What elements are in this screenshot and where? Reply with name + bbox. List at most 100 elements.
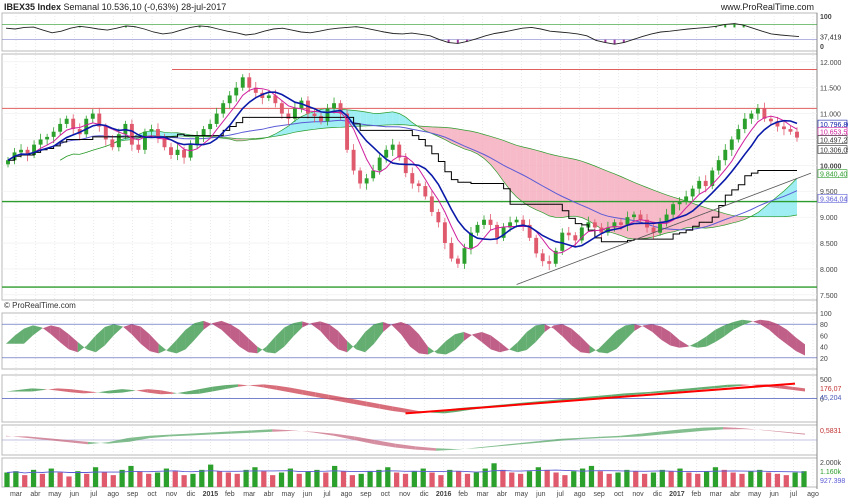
volume-ma-line <box>6 469 805 474</box>
x-tick-label: abr <box>730 491 741 498</box>
candle-up <box>377 157 382 171</box>
stochastic-fill-down <box>571 328 581 353</box>
volume-bar <box>783 475 789 487</box>
kumo-bull-segment <box>164 132 172 137</box>
momentum-fill-down <box>740 384 754 386</box>
oscillator-line <box>5 23 800 45</box>
stochastic-fill-up <box>293 321 303 337</box>
candle-down <box>358 170 363 184</box>
oscillator3-fill-up <box>210 431 232 435</box>
value-tag-label: 10.796,80 <box>820 122 848 129</box>
kumo-bear-segment <box>640 184 648 239</box>
x-tick-label: jun <box>535 491 545 498</box>
stochastic-fill-up <box>23 325 33 344</box>
candle-up <box>716 160 721 171</box>
candle-down <box>416 183 421 187</box>
oscillator3-fill-down <box>743 428 765 431</box>
kumo-bear-segment <box>633 182 641 240</box>
stochastic-fill-down <box>499 342 509 353</box>
kumo-bear-segment <box>738 216 745 222</box>
candle-down <box>25 149 30 155</box>
volume-bar <box>579 468 586 487</box>
x-tick-label: may <box>515 491 529 498</box>
momentum-fill-down <box>779 385 793 390</box>
momentum-fill-up <box>18 388 32 392</box>
value-tag-label: 10.497,27 <box>820 138 848 145</box>
y-tick-label: 9.000 <box>820 215 838 222</box>
stochastic-fill-down <box>329 324 339 350</box>
oscillator3-fill-down <box>354 436 375 445</box>
volume-bar <box>420 468 426 487</box>
candle-down <box>782 126 786 130</box>
stochastic-fill-up <box>715 325 725 343</box>
stochastic-fill-down <box>562 324 572 346</box>
stochastic-fill-up <box>445 334 455 355</box>
stochastic-fill-up <box>598 339 608 354</box>
stochastic-fill-down <box>131 324 141 344</box>
momentum-fill-down <box>341 396 354 404</box>
volume-bar <box>500 469 506 487</box>
kumo-bull-segment <box>764 201 771 217</box>
x-tick-label: 2015 <box>203 491 219 498</box>
stochastic-fill-down <box>553 324 563 337</box>
stochastic-fill-down <box>769 320 779 338</box>
x-tick-label: ago <box>807 491 819 498</box>
stochastic-fill-up <box>607 330 617 354</box>
candle-down <box>592 222 597 228</box>
candle-up <box>742 118 747 130</box>
volume-bar <box>84 473 90 487</box>
candle-up <box>658 222 663 233</box>
stochastic-fill-down <box>679 339 689 348</box>
kumo-bear-segment <box>470 131 478 154</box>
x-tick-label: nov <box>399 491 411 498</box>
momentum-fill-up <box>598 394 612 399</box>
oscillator3-fill-up <box>128 435 150 442</box>
candle-down <box>521 219 526 225</box>
candle-down <box>495 224 500 238</box>
value-tag <box>817 135 848 144</box>
candle-up <box>625 217 630 225</box>
stochastic-fill-down <box>140 326 150 352</box>
candle-down <box>247 77 252 88</box>
oscillator3-fill-up <box>108 437 129 444</box>
momentum-fill-down <box>792 386 805 392</box>
stochastic-fill-up <box>167 339 177 354</box>
y-tick-label: 100 <box>820 14 832 21</box>
stochastic-fill-up <box>113 324 123 336</box>
volume-bar <box>314 469 320 487</box>
kumo-bull-segment <box>783 184 791 217</box>
momentum-fill-up <box>650 390 664 394</box>
watermark-label: © ProRealTime.com <box>4 301 76 310</box>
kumo-bear-segment <box>575 159 582 218</box>
oscillator3-fill-up <box>436 448 457 451</box>
candle-up <box>142 131 147 150</box>
oscillator3-fill-up <box>538 438 560 443</box>
volume-bar <box>721 469 727 487</box>
candle-up <box>462 248 467 264</box>
candle-down <box>156 129 160 137</box>
stochastic-fill-down <box>302 321 312 328</box>
volume-bar <box>216 471 223 487</box>
stochastic-fill-up <box>86 335 96 353</box>
x-tick-label: sep <box>360 491 371 498</box>
stochastic-fill-up <box>194 320 204 340</box>
pane-frame <box>1 12 818 52</box>
kumo-bull-segment <box>379 112 387 126</box>
candle-down <box>768 118 773 122</box>
stochastic-fill-down <box>652 324 662 340</box>
momentum-fill-up <box>714 384 728 389</box>
candle-up <box>697 180 702 189</box>
volume-bar <box>765 472 772 487</box>
oscillator3-fill-down <box>784 431 805 435</box>
candle-up <box>234 87 239 96</box>
candle-up <box>755 108 760 114</box>
y-tick-label: 2.000k <box>820 460 842 467</box>
volume-bar <box>323 472 329 487</box>
price-label: 10.536,10 (-0,63%) <box>101 2 179 12</box>
candle-down <box>71 118 76 130</box>
volume-bar <box>367 471 373 487</box>
oscillator3-fill-down <box>374 440 396 448</box>
oscillator3-fill-up <box>497 443 519 447</box>
candle-up <box>579 227 584 241</box>
